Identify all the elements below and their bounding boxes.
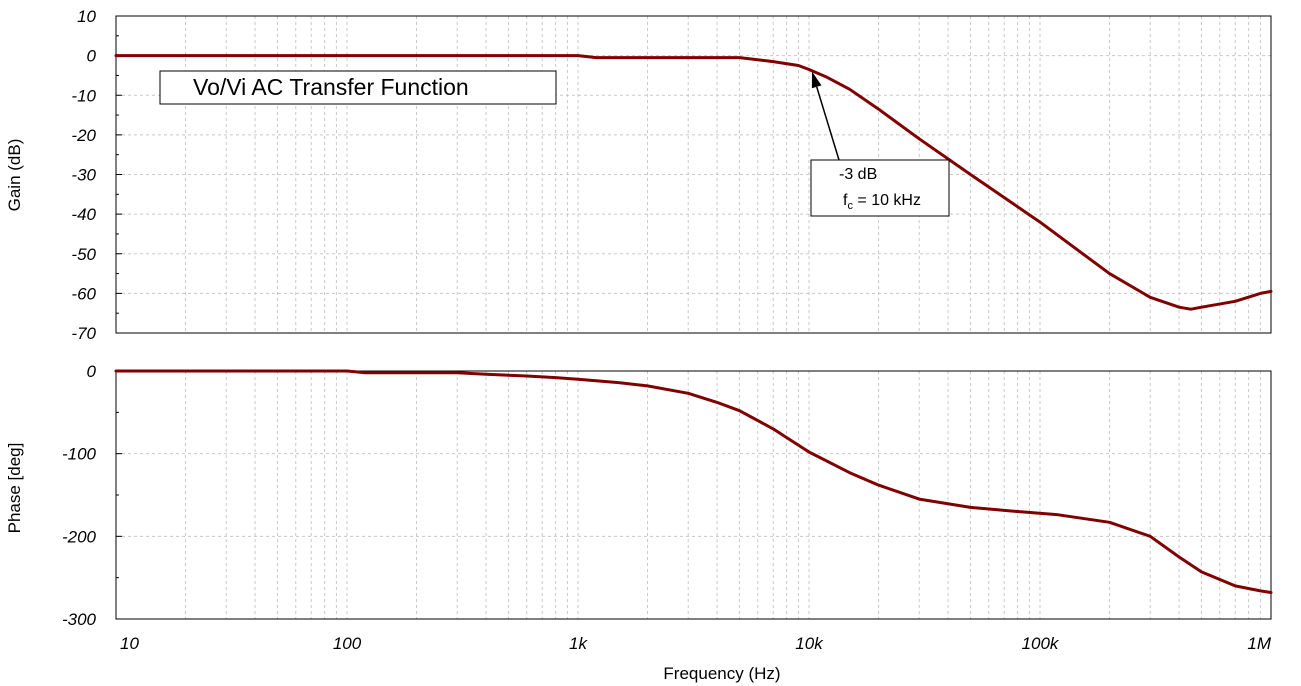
- annotation-arrowhead: [811, 71, 822, 89]
- x-tick-label: 100: [333, 634, 362, 653]
- phase-plot-frame: [115, 370, 1272, 620]
- phase-panel: 0 -100 -200 -300: [62, 362, 1273, 629]
- x-tick-label: 1k: [569, 634, 588, 653]
- annotation-fc-value: = 10 kHz: [853, 192, 921, 209]
- gain-series-line: [114, 54, 1273, 311]
- phase-y-tick-label: -200: [62, 527, 97, 546]
- gain-y-tick-label: 0: [87, 47, 97, 66]
- gain-y-tick-label: -40: [71, 205, 96, 224]
- annotation-f: f: [843, 192, 848, 209]
- x-axis-label: Frequency (Hz): [663, 664, 780, 683]
- x-tick-label: 100k: [1022, 634, 1060, 653]
- phase-y-tick-label: 0: [87, 362, 97, 381]
- annotation-callout: -3 dB fc = 10 kHz: [810, 71, 950, 217]
- title-box-frame: [159, 70, 557, 105]
- gain-y-axis-label: Gain (dB): [5, 139, 24, 212]
- gain-panel: 10 0 -10 -20 -30 -40 -50 -60 -70: [71, 7, 1273, 343]
- title-box: Vo/Vi AC Transfer Function: [159, 70, 557, 105]
- gain-y-tick-label: -20: [71, 126, 96, 145]
- x-tick-label: 1M: [1247, 634, 1271, 653]
- annotation-box: [810, 159, 950, 217]
- gain-y-tick-label: -30: [71, 166, 96, 185]
- gain-y-tick-label: 10: [77, 7, 96, 26]
- x-axis: 10 100 1k 10k 100k 1M: [120, 634, 1272, 653]
- x-tick-label: 10k: [795, 634, 824, 653]
- gain-y-tick-label: -70: [71, 324, 96, 343]
- phase-y-axis-label: Phase [deg]: [5, 443, 24, 534]
- gain-y-tick-label: -50: [71, 245, 96, 264]
- annotation-subscript: c: [847, 200, 853, 212]
- annotation-arrow-line: [815, 86, 840, 161]
- x-tick-label: 10: [120, 634, 139, 653]
- gain-y-tick-label: -60: [71, 284, 96, 303]
- chart-title: Vo/Vi AC Transfer Function: [193, 74, 469, 100]
- phase-series-line: [114, 369, 1273, 594]
- phase-y-tick-label: -300: [62, 610, 97, 629]
- annotation-line2: fc = 10 kHz: [843, 192, 921, 212]
- gain-plot-frame: [115, 15, 1272, 334]
- gain-y-tick-label: -10: [71, 86, 96, 105]
- phase-y-tick-label: -100: [62, 445, 97, 464]
- annotation-line1: -3 dB: [839, 166, 877, 183]
